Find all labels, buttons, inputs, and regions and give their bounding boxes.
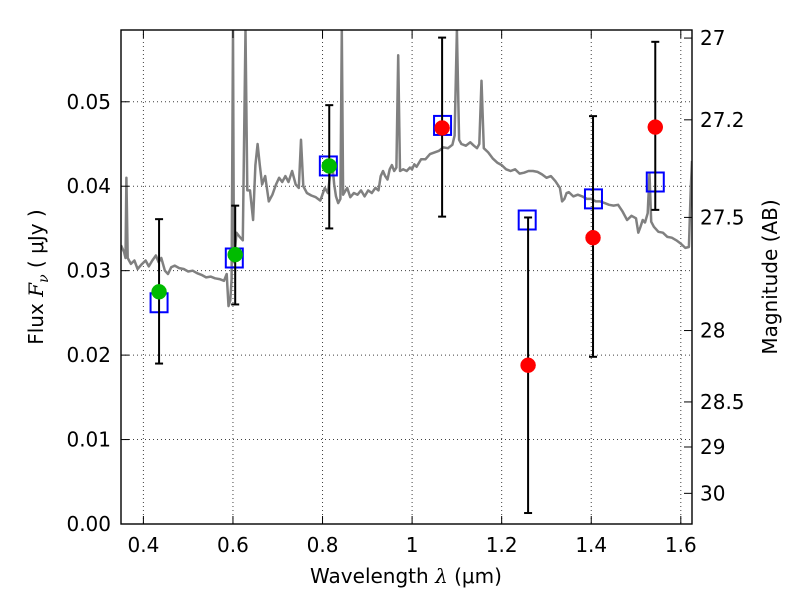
y-tick-label: 0.05 [66, 90, 111, 114]
observed-flux-point [585, 229, 601, 246]
x-tick-label: 1.4 [575, 533, 607, 557]
y-tick-label: 0.01 [66, 428, 111, 452]
y2-tick-label: 29 [700, 435, 725, 459]
x-tick-label: 1.2 [486, 533, 518, 557]
y2-tick-label: 30 [700, 481, 725, 505]
y-tick-label: 0.02 [66, 343, 111, 367]
axis-ticks: 0.4 0.6 0.8 1 1.2 1.4 1.6 0.00 0.01 0.02 0.03 0.04 0… [66, 26, 744, 557]
y-axis-title: Flux Fν ( μJy ) [24, 209, 52, 345]
x-tick-label: 0.4 [127, 533, 159, 557]
observed-flux-point [321, 158, 337, 174]
y2-tick-label: 28 [700, 319, 725, 343]
spectrum-line [121, 30, 692, 308]
y-tick-label: 0.03 [66, 259, 111, 283]
data-series [121, 30, 692, 308]
y2-axis-title: Magnitude (AB) [758, 199, 782, 354]
data-markers [149, 36, 665, 515]
x-tick-label: 0.6 [217, 533, 249, 557]
y2-tick-label: 27.2 [700, 108, 745, 132]
observed-flux-point [227, 246, 243, 263]
plot-frame [120, 29, 693, 525]
y2-tick-label: 28.5 [700, 390, 745, 414]
observed-flux-point [434, 120, 450, 136]
observed-flux-point [520, 357, 536, 373]
x-tick-label: 0.8 [307, 533, 339, 557]
x-axis-title: Wavelength λ (μm) [310, 564, 502, 588]
y-tick-label: 0.00 [66, 512, 111, 536]
observed-flux-point [151, 284, 167, 300]
x-tick-label: 1.6 [665, 533, 697, 557]
observed-flux-point [647, 119, 664, 135]
y2-tick-label: 27 [700, 26, 725, 50]
y2-tick-label: 27.5 [700, 205, 745, 229]
x-tick-label: 1 [406, 533, 419, 557]
y-tick-label: 0.04 [66, 174, 111, 198]
